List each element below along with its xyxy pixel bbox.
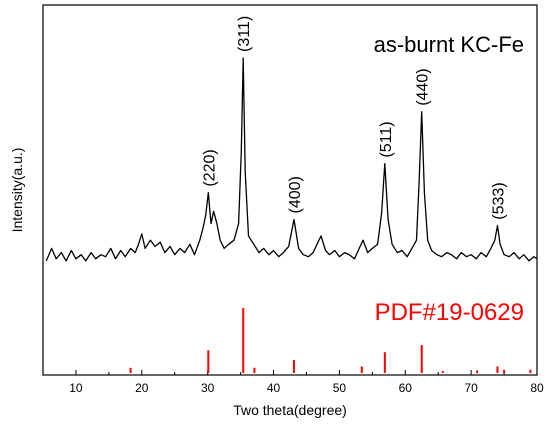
peak-label: (533) <box>491 182 508 219</box>
x-axis-ticks: 10 20 30 40 50 60 70 80 <box>42 370 544 395</box>
x-tick-label: 80 <box>530 381 544 395</box>
x-tick-label: 10 <box>69 381 83 395</box>
peak-label: (311) <box>236 16 253 52</box>
peak-label: (400) <box>287 176 304 213</box>
sample-label: as-burnt KC-Fe <box>374 32 524 57</box>
peak-label: (511) <box>378 121 395 157</box>
x-axis-title: Two theta(degree) <box>233 402 347 418</box>
x-tick-label: 60 <box>399 381 413 395</box>
peak-label: (220) <box>201 149 218 186</box>
peak-labels: (220) (311) (400) (511) (440) (533) <box>201 16 507 220</box>
x-tick-label: 40 <box>267 381 281 395</box>
reference-pattern <box>129 308 532 373</box>
reference-label: PDF#19-0629 <box>375 299 524 326</box>
x-tick-label: 30 <box>201 381 215 395</box>
x-tick-label: 70 <box>464 381 478 395</box>
peak-label: (440) <box>415 68 432 105</box>
xrd-pattern-series <box>45 57 538 262</box>
x-tick-label: 20 <box>135 381 149 395</box>
y-axis-title: Intensity(a.u.) <box>9 148 25 233</box>
plot-frame <box>42 4 538 376</box>
x-tick-label: 50 <box>333 381 347 395</box>
